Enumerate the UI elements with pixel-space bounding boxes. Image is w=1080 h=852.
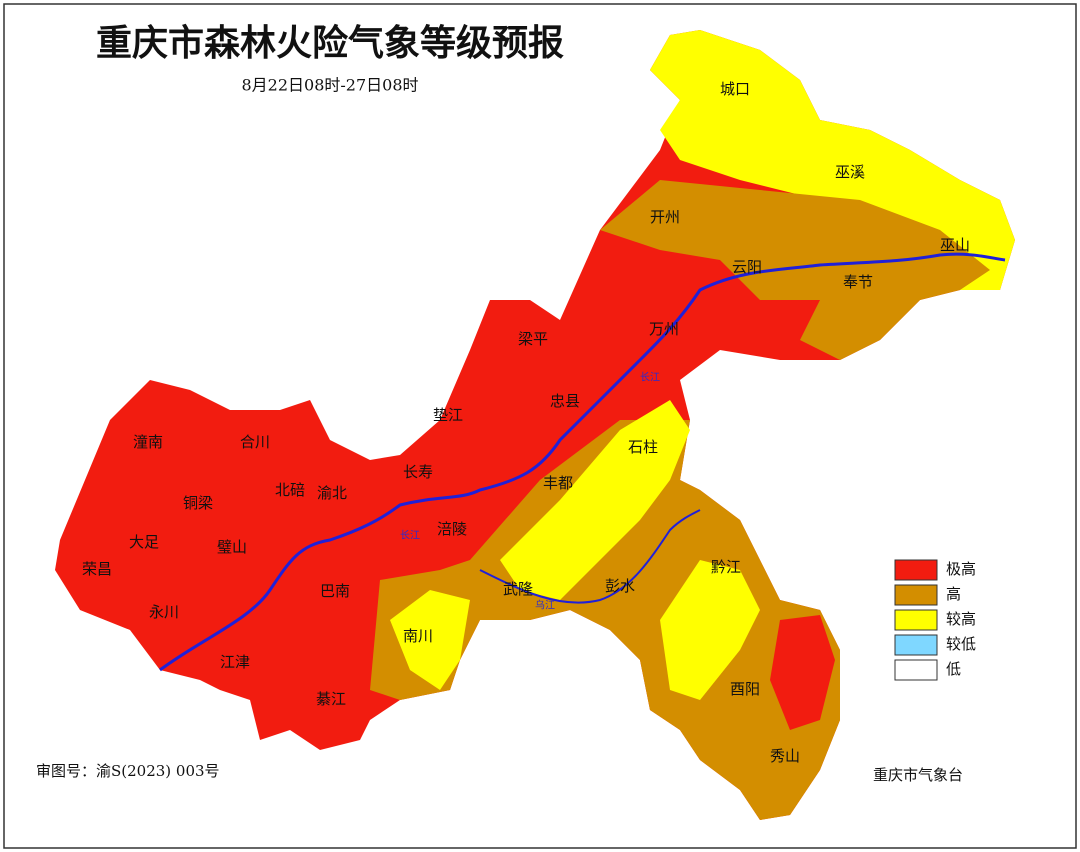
district-label: 巫山 [940, 236, 970, 254]
district-label: 武隆 [503, 580, 533, 598]
district-label: 秀山 [770, 747, 800, 765]
legend-swatch [894, 634, 938, 656]
district-label: 万州 [649, 320, 679, 338]
district-label: 巫溪 [835, 163, 865, 181]
legend-swatch [894, 609, 938, 631]
legend-label: 较低 [946, 635, 976, 653]
approval-number: 审图号：渝S(2023) 003号 [36, 762, 220, 780]
district-label: 彭水 [605, 577, 635, 595]
district-label: 长寿 [403, 463, 433, 481]
district-label: 涪陵 [437, 520, 467, 538]
district-label: 奉节 [843, 273, 873, 291]
legend-label: 极高 [946, 560, 976, 578]
district-label: 江津 [220, 653, 250, 671]
title: 重庆市森林火险气象等级预报 [96, 22, 564, 64]
district-label: 铜梁 [183, 494, 213, 512]
river-label: 长江 [400, 530, 420, 542]
district-label: 南川 [403, 627, 433, 645]
legend-swatch [894, 659, 938, 681]
district-label: 渝北 [317, 484, 347, 502]
legend-label: 较高 [946, 610, 976, 628]
district-label: 城口 [720, 80, 750, 98]
district-label: 巴南 [320, 582, 350, 600]
district-label: 云阳 [732, 258, 762, 276]
legend-label: 高 [946, 585, 961, 603]
river-label: 乌江 [535, 599, 555, 612]
legend-swatch [894, 559, 938, 581]
district-label: 梁平 [518, 330, 548, 348]
issuer: 重庆市气象台 [873, 766, 963, 784]
district-label: 黔江 [711, 558, 741, 576]
district-label: 忠县 [550, 392, 580, 410]
district-label: 合川 [240, 433, 270, 451]
district-label: 潼南 [133, 433, 163, 451]
district-label: 璧山 [217, 538, 247, 556]
district-label: 石柱 [628, 438, 658, 456]
district-label: 北碚 [275, 481, 305, 499]
district-label: 荣昌 [82, 560, 112, 578]
legend-label: 低 [946, 660, 961, 678]
legend-swatch [894, 584, 938, 606]
district-label: 酉阳 [730, 680, 760, 698]
district-label: 綦江 [316, 690, 346, 708]
subtitle: 8月22日08时-27日08时 [241, 76, 418, 95]
map [55, 30, 1015, 820]
district-label: 丰都 [543, 474, 573, 492]
district-label: 永川 [149, 603, 179, 621]
district-label: 大足 [129, 533, 159, 551]
river-label: 长江 [640, 372, 660, 384]
district-label: 开州 [650, 208, 680, 226]
district-label: 垫江 [433, 406, 463, 424]
